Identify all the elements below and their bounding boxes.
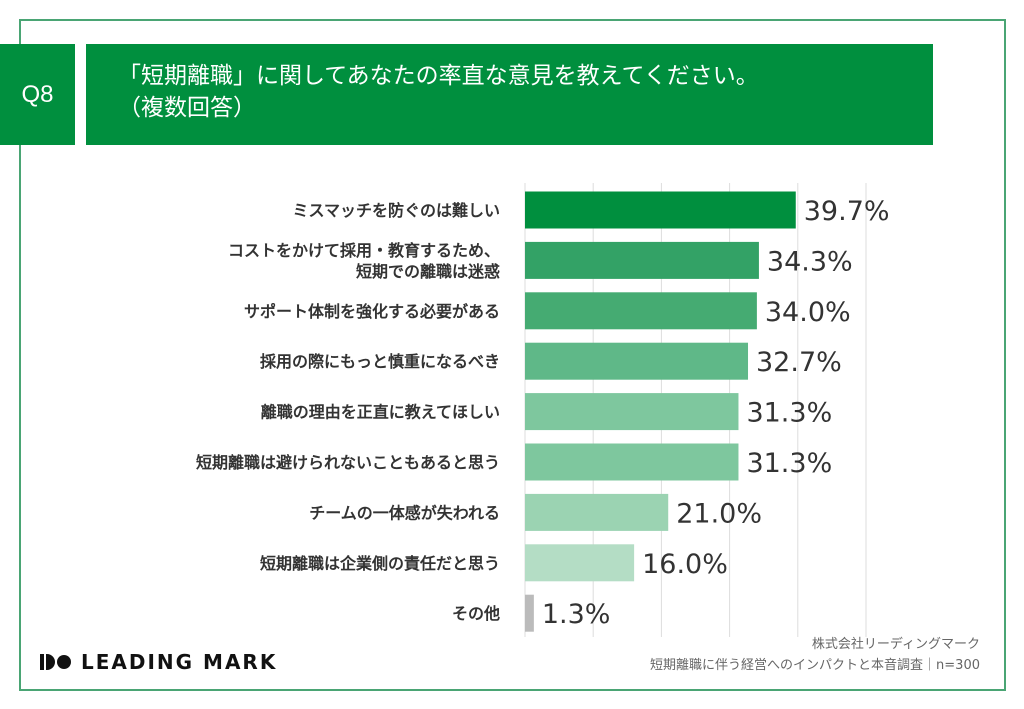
value-label: 39.7% bbox=[804, 196, 890, 227]
category-label: 離職の理由を正直に教えてほしい bbox=[261, 403, 500, 422]
value-label: 16.0% bbox=[642, 549, 728, 580]
bar bbox=[525, 544, 635, 582]
bar bbox=[525, 443, 739, 481]
category-label: その他 bbox=[452, 604, 500, 623]
title-line-1: 「短期離職」に関してあなたの率直な意見を教えてください。 bbox=[118, 63, 759, 89]
bar bbox=[525, 493, 669, 531]
company-name: 株式会社リーディングマーク bbox=[811, 637, 980, 652]
category-label: コストをかけて採用・教育するため、 bbox=[228, 241, 500, 260]
logo-mark-icon bbox=[40, 654, 71, 670]
bar bbox=[525, 393, 739, 431]
source-note: 株式会社リーディングマーク 短期離職に伴う経営へのインパクトと本音調査｜n=30… bbox=[650, 634, 980, 676]
value-label: 1.3% bbox=[542, 599, 611, 630]
bar bbox=[525, 191, 796, 229]
title-line-2: （複数回答） bbox=[118, 95, 256, 121]
category-label: 短期での離職は迷惑 bbox=[356, 262, 500, 281]
value-label: 31.3% bbox=[746, 398, 832, 429]
bar bbox=[525, 594, 534, 632]
value-label: 32.7% bbox=[756, 347, 842, 378]
outer-frame bbox=[19, 19, 1006, 691]
category-label: チームの一体感が失われる bbox=[309, 503, 500, 522]
value-label: 34.3% bbox=[767, 246, 853, 277]
category-label: 短期離職は企業側の責任だと思う bbox=[260, 554, 500, 573]
bar bbox=[525, 292, 757, 330]
leading-mark-logo: LEADING MARK bbox=[40, 650, 277, 674]
question-title: 「短期離職」に関してあなたの率直な意見を教えてください。 （複数回答） bbox=[86, 44, 933, 145]
value-label: 21.0% bbox=[676, 498, 762, 529]
logo-text: LEADING MARK bbox=[81, 650, 278, 674]
value-label: 34.0% bbox=[765, 297, 851, 328]
category-label: 短期離職は避けられないこともあると思う bbox=[196, 453, 500, 472]
category-label: ミスマッチを防ぐのは難しい bbox=[292, 201, 500, 220]
bar bbox=[525, 342, 749, 380]
category-label: 採用の際にもっと慎重になるべき bbox=[260, 352, 500, 371]
bar bbox=[525, 241, 759, 279]
category-label: サポート体制を強化する必要がある bbox=[244, 302, 500, 321]
value-label: 31.3% bbox=[746, 448, 832, 479]
question-number: Q8 bbox=[0, 44, 75, 145]
survey-name: 短期離職に伴う経営へのインパクトと本音調査｜n=300 bbox=[650, 658, 980, 673]
